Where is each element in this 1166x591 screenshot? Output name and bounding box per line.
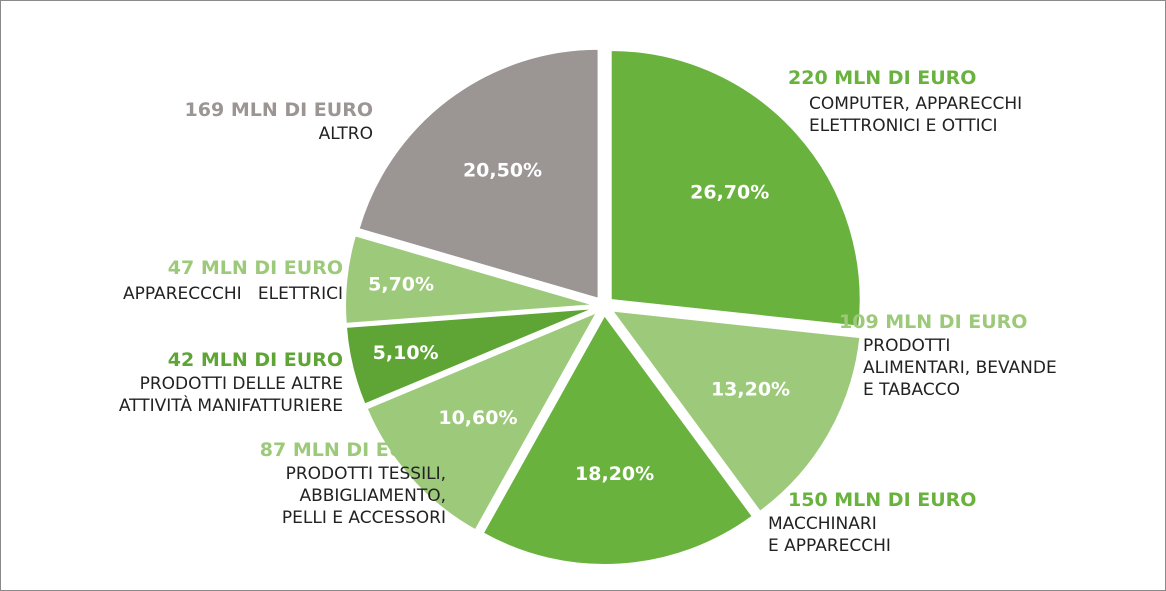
amount-label: 169 MLN DI EURO bbox=[184, 99, 373, 121]
pie-slice bbox=[365, 309, 600, 532]
category-label: PRODOTTI ALIMENTARI, BEVANDE E TABACCO bbox=[863, 336, 1057, 400]
category-label: ALTRO bbox=[318, 124, 373, 144]
percent-label: 18,20% bbox=[575, 463, 654, 485]
amount-label: 150 MLN DI EURO bbox=[788, 489, 977, 511]
amount-label: 220 MLN DI EURO bbox=[788, 67, 977, 89]
pie-slice bbox=[357, 47, 600, 301]
amount-label: 47 MLN DI EURO bbox=[167, 257, 343, 279]
category-label: MACCHINARI E APPARECCHI bbox=[768, 514, 891, 556]
category-label: PRODOTTI DELLE ALTRE ATTIVITÀ MANIFATTUR… bbox=[118, 374, 343, 416]
amount-label: 87 MLN DI EURO bbox=[259, 439, 435, 461]
percent-label: 26,70% bbox=[690, 182, 769, 204]
amount-label: 42 MLN DI EURO bbox=[167, 349, 343, 371]
pie-slice bbox=[481, 313, 755, 566]
percent-label: 5,70% bbox=[368, 273, 434, 295]
percent-label: 13,20% bbox=[711, 379, 790, 401]
pie-slice bbox=[344, 234, 596, 325]
category-label: PRODOTTI TESSILI, ABBIGLIAMENTO, PELLI E… bbox=[281, 464, 446, 528]
amount-label: 109 MLN DI EURO bbox=[839, 311, 1028, 333]
pie-slice bbox=[609, 309, 862, 514]
pie-slice bbox=[609, 48, 862, 328]
pie-slice bbox=[344, 307, 596, 406]
percent-label: 20,50% bbox=[463, 159, 542, 181]
percent-label: 10,60% bbox=[438, 407, 517, 429]
category-label: COMPUTER, APPARECCHI ELETTRONICI E OTTIC… bbox=[809, 94, 1023, 136]
category-label: APPARECCCHI ELETTRICI bbox=[123, 284, 343, 304]
percent-label: 5,10% bbox=[373, 342, 439, 364]
